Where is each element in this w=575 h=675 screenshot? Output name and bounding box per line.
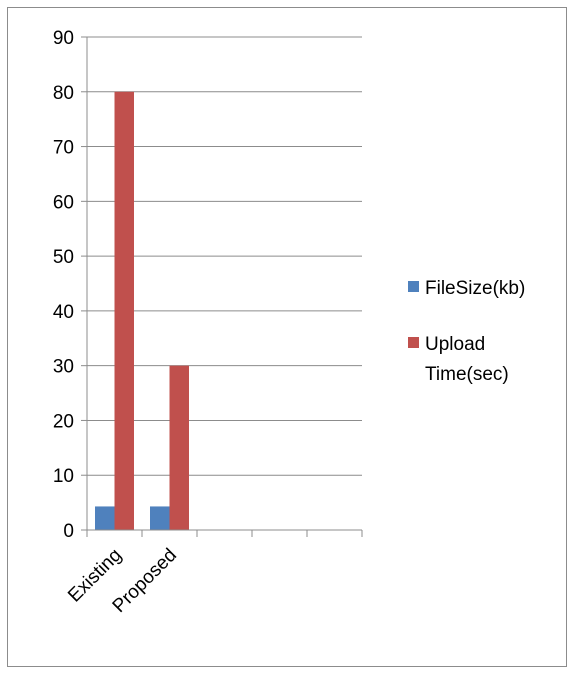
legend-label: Time(sec) (425, 364, 509, 385)
bar-filesize-kb--0 (95, 506, 115, 530)
y-tick-label: 50 (53, 247, 74, 268)
y-tick-label: 0 (63, 521, 74, 542)
bar-filesize-kb--1 (150, 506, 170, 530)
y-tick-label: 30 (53, 357, 74, 378)
legend-swatch (408, 337, 419, 348)
y-tick-label: 10 (53, 466, 74, 487)
legend-swatch (408, 281, 419, 292)
bar-upload-time-sec--0 (114, 91, 134, 531)
y-tick-label: 40 (53, 302, 74, 323)
chart-frame (7, 7, 567, 667)
legend: FileSize(kb) Upload Time(sec) (408, 278, 525, 385)
y-tick-label: 80 (53, 83, 74, 104)
y-tick-label: 20 (53, 411, 74, 432)
y-tick-label: 60 (53, 192, 74, 213)
legend-label: FileSize(kb) (425, 278, 525, 299)
bars (95, 91, 189, 531)
y-tick-label: 90 (53, 28, 74, 49)
bar-upload-time-sec--1 (169, 365, 189, 530)
y-tick-label: 70 (53, 138, 74, 159)
legend-label: Upload (425, 334, 485, 355)
axes (81, 36, 363, 537)
y-tick-labels: 0 10 20 30 40 50 60 70 80 90 (53, 28, 74, 542)
